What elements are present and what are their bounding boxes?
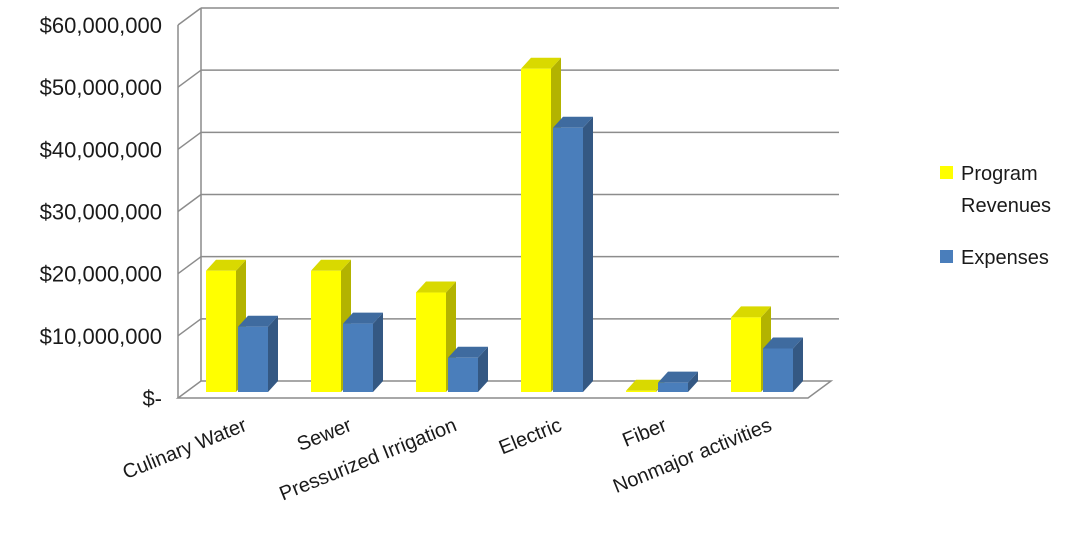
bar-top (448, 346, 488, 358)
bar-front (448, 357, 478, 392)
bar-side (478, 346, 488, 392)
bar-top (626, 379, 666, 391)
bar-side (688, 371, 698, 392)
x-category-label: Culinary Water (120, 414, 250, 484)
y-tick-label: $30,000,000 (40, 200, 162, 225)
bar-front (238, 326, 268, 392)
gridline-side (177, 131, 202, 150)
legend-entry: Expenses (940, 247, 1049, 269)
bar-front (553, 127, 583, 393)
bar-front (731, 317, 761, 392)
bar-top (311, 259, 351, 271)
x-category-label: Electric (496, 414, 565, 459)
bar-expenses (343, 312, 383, 392)
legend-swatch (940, 166, 953, 179)
y-tick-label: $40,000,000 (40, 137, 162, 162)
bar-side (583, 116, 593, 393)
bar-expenses (553, 116, 593, 393)
bar-top (658, 371, 698, 383)
y-tick-label: $50,000,000 (40, 75, 162, 100)
gridline-side (177, 7, 202, 26)
bars (206, 57, 803, 393)
bar-front (763, 348, 793, 392)
y-tick-label: $10,000,000 (40, 324, 162, 349)
y-tick-label: $60,000,000 (40, 13, 162, 38)
bar-top (206, 259, 246, 271)
bar-front (658, 382, 688, 392)
gridline-side (177, 318, 202, 337)
x-category-label: Fiber (619, 414, 670, 452)
legend-label: Program (961, 163, 1038, 185)
legend-entry: Program Revenues (940, 163, 1051, 217)
gridline-side (177, 193, 202, 213)
bar-top (553, 116, 593, 128)
floor (175, 380, 834, 399)
bar-front (521, 68, 551, 392)
x-category-label: Pressurized Irrigation (276, 414, 459, 505)
bar-top (238, 315, 278, 327)
bar-expenses (763, 337, 803, 392)
gridline-side (177, 256, 202, 275)
x-category-label: Sewer (294, 414, 355, 456)
gridlines (177, 7, 839, 337)
bar-top (731, 306, 771, 318)
legend-label: Expenses (961, 247, 1049, 269)
bar-side (268, 315, 278, 392)
y-axis-ticks: $- $10,000,000 $20,000,000 $30,000,000 $40,0… (40, 13, 162, 411)
gridline-side (177, 69, 202, 88)
bar-top (521, 57, 561, 69)
bar-expenses (448, 346, 488, 392)
bar-front (206, 270, 236, 392)
bar-top (416, 281, 456, 293)
legend-swatch (940, 250, 953, 263)
bar-front (311, 270, 341, 392)
bar-expenses (658, 371, 698, 392)
y-tick-label: $- (142, 386, 162, 411)
legend: Program Revenues Expenses (940, 163, 1051, 269)
bar-front (416, 292, 446, 392)
bar-side (793, 337, 803, 392)
bar-front (626, 390, 656, 392)
bar-top (763, 337, 803, 349)
y-tick-label: $20,000,000 (40, 262, 162, 287)
bar-expenses (238, 315, 278, 392)
bar-top (343, 312, 383, 324)
bar-front (343, 323, 373, 392)
legend-label: Revenues (961, 195, 1051, 217)
bar-side (373, 312, 383, 392)
